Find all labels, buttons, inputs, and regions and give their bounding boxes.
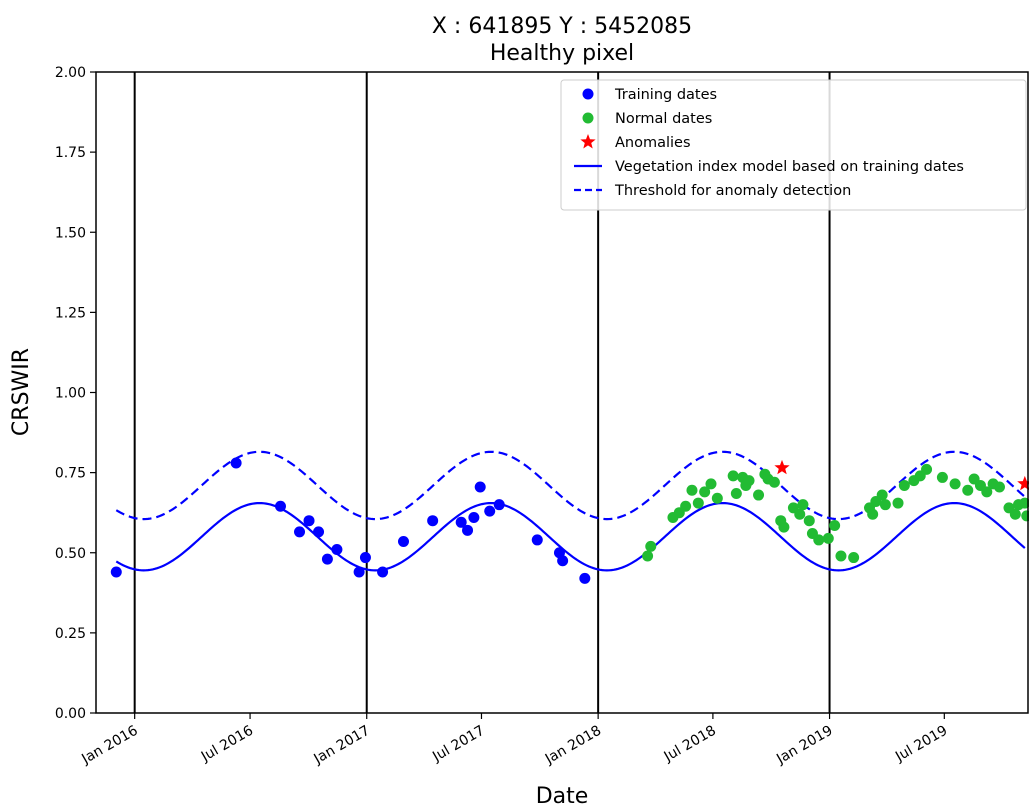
x-tick-label: Jul 2017	[429, 723, 487, 766]
training-point	[359, 552, 371, 564]
y-axis-label: CRSWIR	[9, 348, 34, 436]
normal-point	[705, 478, 717, 490]
y-tick-label: 0.25	[55, 626, 86, 642]
x-tick-label: Jan 2017	[310, 723, 372, 768]
normal-point	[876, 489, 888, 501]
legend-label: Threshold for anomaly detection	[614, 183, 851, 199]
training-point	[579, 572, 591, 584]
normal-point	[921, 463, 933, 475]
legend-dot-icon	[582, 112, 594, 124]
training-point	[303, 515, 315, 527]
normal-point	[829, 520, 841, 532]
normal-point	[981, 486, 993, 498]
training-point	[484, 505, 496, 517]
normal-point	[727, 470, 739, 482]
training-point	[468, 511, 480, 523]
x-tick-label: Jul 2018	[661, 723, 719, 766]
normal-point	[936, 471, 948, 483]
normal-point	[898, 479, 910, 491]
y-tick-label: 1.00	[55, 386, 86, 402]
legend-label: Vegetation index model based on training…	[615, 159, 964, 175]
x-tick-label: Jul 2019	[892, 723, 950, 766]
legend-label: Anomalies	[615, 135, 691, 151]
legend-dot-icon	[582, 88, 594, 100]
legend: Training dates Normal dates Anomalies Veget…	[560, 79, 1027, 211]
legend-star-icon	[580, 134, 596, 149]
normal-point	[768, 476, 780, 488]
training-point	[377, 566, 389, 578]
anomaly-point	[1017, 475, 1029, 491]
normal-point	[686, 484, 698, 496]
normal-point	[711, 492, 723, 504]
training-point	[313, 526, 325, 538]
training-point	[321, 553, 333, 565]
normal-point	[879, 499, 891, 511]
normal-point	[743, 475, 755, 487]
normal-point	[892, 497, 904, 509]
x-tick-label: Jan 2016	[78, 723, 140, 768]
normal-point	[867, 508, 879, 520]
chart-subtitle: Healthy pixel	[490, 41, 634, 66]
x-tick-label: Jan 2019	[773, 723, 835, 768]
x-axis-label: Date	[536, 784, 589, 809]
y-tick-label: 1.50	[55, 225, 86, 241]
normal-point	[680, 500, 692, 512]
anomaly-point	[774, 459, 790, 475]
normal-point	[699, 486, 711, 498]
legend-label: Training dates	[614, 87, 717, 103]
normal-point	[962, 484, 974, 496]
training-point	[110, 566, 122, 578]
y-tick-label: 0.00	[55, 706, 86, 722]
normal-point	[1019, 497, 1029, 509]
normal-point	[993, 481, 1005, 493]
normal-point	[949, 478, 961, 490]
legend-label: Normal dates	[615, 111, 712, 127]
normal-point	[1021, 510, 1029, 522]
y-tick-label: 1.75	[55, 145, 86, 161]
training-point	[230, 457, 242, 469]
normal-point	[692, 497, 704, 509]
normal-point	[753, 489, 765, 501]
training-point	[462, 524, 474, 536]
normal-point	[797, 499, 809, 511]
model-line	[115, 501, 1026, 572]
y-tick-label: 1.25	[55, 305, 86, 321]
normal-point	[794, 508, 806, 520]
normal-point	[1009, 508, 1021, 520]
training-point	[397, 536, 409, 548]
legend-box	[560, 79, 1027, 211]
y-tick-label: 0.50	[55, 546, 86, 562]
training-point	[294, 526, 306, 538]
normal-point	[730, 487, 742, 499]
chart-title: X : 641895 Y : 5452085	[432, 14, 692, 39]
y-tick-label: 0.75	[55, 466, 86, 482]
training-point	[557, 555, 569, 567]
y-tick-label: 2.00	[55, 65, 86, 81]
plot-area	[110, 72, 1029, 713]
training-point	[353, 566, 365, 578]
normal-point	[642, 550, 654, 562]
normal-point	[848, 552, 860, 564]
normal-point	[835, 550, 847, 562]
training-point	[531, 534, 543, 546]
training-point	[427, 515, 439, 527]
normal-point	[778, 521, 790, 533]
normal-point	[803, 515, 815, 527]
x-tick-label: Jul 2016	[198, 723, 256, 766]
training-point	[455, 516, 467, 528]
training-point	[493, 499, 505, 511]
normal-point	[813, 534, 825, 546]
training-point	[331, 544, 343, 556]
x-tick-label: Jan 2018	[542, 723, 604, 768]
training-point	[274, 500, 286, 512]
normal-point	[645, 540, 657, 552]
normal-point	[822, 532, 834, 544]
training-point	[474, 481, 486, 493]
